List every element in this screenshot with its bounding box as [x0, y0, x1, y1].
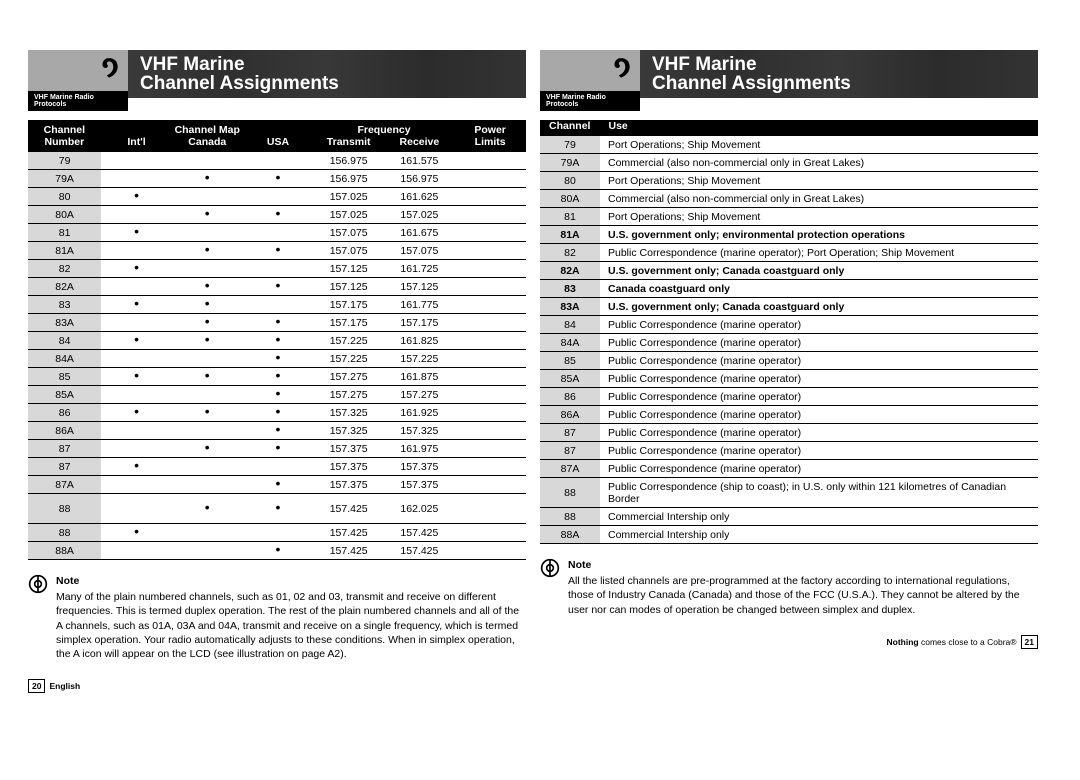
page-title: VHF Marine Channel Assignments — [140, 55, 339, 93]
table-row: 86Public Correspondence (marine operator… — [540, 388, 1038, 406]
table-row: 82AU.S. government only; Canada coastgua… — [540, 262, 1038, 280]
table-row: 81Port Operations; Ship Movement — [540, 208, 1038, 226]
channel-use-table: Channel Use 79Port Operations; Ship Move… — [540, 120, 1038, 544]
brand-logo-box: VHF Marine Radio Protocols — [540, 50, 640, 98]
table-row: 80ACommercial (also non-commercial only … — [540, 190, 1038, 208]
table-row: 87A•157.375157.375 — [28, 476, 526, 494]
channel-frequency-table: Channel Channel Map Frequency Power Numb… — [28, 120, 526, 560]
page-footer-right: Nothing comes close to a Cobra® 21 — [540, 635, 1038, 649]
table-row: 86•••157.325161.925 — [28, 404, 526, 422]
note-body: All the listed channels are pre-programm… — [568, 574, 1038, 617]
table-row: 88Commercial Intership only — [540, 508, 1038, 526]
page-footer-left: 20 English — [28, 679, 526, 693]
table-row: 79156.975161.575 — [28, 152, 526, 170]
table-row: 84A•157.225157.225 — [28, 350, 526, 368]
table-row: 81•157.075161.675 — [28, 224, 526, 242]
table-row: 82A••157.125157.125 — [28, 278, 526, 296]
cobra-snake-icon — [96, 56, 122, 82]
col-power: Power — [455, 120, 526, 136]
table-row: 81A••157.075157.075 — [28, 242, 526, 260]
table-row: 79A••156.975156.975 — [28, 170, 526, 188]
col-channel-map: Channel Map — [101, 120, 313, 136]
table-row: 85A•157.275157.275 — [28, 386, 526, 404]
table-row: 86A•157.325157.325 — [28, 422, 526, 440]
table-row: 82Public Correspondence (marine operator… — [540, 244, 1038, 262]
table-row: 81AU.S. government only; environmental p… — [540, 226, 1038, 244]
page-header: VHF Marine Radio Protocols VHF Marine Ch… — [540, 50, 1038, 98]
cobra-snake-icon — [608, 56, 634, 82]
col-use: Use — [600, 120, 1038, 136]
table-row: 87••157.375161.975 — [28, 440, 526, 458]
col-frequency: Frequency — [313, 120, 454, 136]
table-row: 82•157.125161.725 — [28, 260, 526, 278]
note-block: Note Many of the plain numbered channels… — [28, 574, 526, 661]
header-subtitle: VHF Marine Radio Protocols — [28, 91, 128, 111]
brand-logo-box: VHF Marine Radio Protocols — [28, 50, 128, 98]
table-row: 88Public Correspondence (ship to coast);… — [540, 478, 1038, 508]
page-number: 20 — [28, 679, 45, 693]
table-row: 80•157.025161.625 — [28, 188, 526, 206]
table-row: 88ACommercial Intership only — [540, 526, 1038, 544]
table-row: 85•••157.275161.875 — [28, 368, 526, 386]
col-channel: Channel — [540, 120, 600, 136]
header-subtitle: VHF Marine Radio Protocols — [540, 91, 640, 111]
table-row: 84APublic Correspondence (marine operato… — [540, 334, 1038, 352]
table-row: 83A••157.175157.175 — [28, 314, 526, 332]
right-page: VHF Marine Radio Protocols VHF Marine Ch… — [540, 50, 1038, 693]
note-title: Note — [56, 574, 526, 588]
page-title: VHF Marine Channel Assignments — [652, 55, 851, 93]
page-number: 21 — [1021, 635, 1038, 649]
table-row: 88•157.425157.425 — [28, 524, 526, 542]
table-row: 83AU.S. government only; Canada coastgua… — [540, 298, 1038, 316]
table-row: 88A•157.425157.425 — [28, 542, 526, 560]
col-channel: Channel — [28, 120, 101, 136]
table-row: 80Port Operations; Ship Movement — [540, 172, 1038, 190]
table-row: 88••157.425162.025 — [28, 494, 526, 524]
table-row: 87•157.375157.375 — [28, 458, 526, 476]
note-block: Note All the listed channels are pre-pro… — [540, 558, 1038, 617]
note-icon — [540, 558, 560, 578]
table-row: 87Public Correspondence (marine operator… — [540, 442, 1038, 460]
table-row: 83Canada coastguard only — [540, 280, 1038, 298]
table-row: 79ACommercial (also non-commercial only … — [540, 154, 1038, 172]
note-icon — [28, 574, 48, 594]
note-title: Note — [568, 558, 1038, 572]
table-row: 87Public Correspondence (marine operator… — [540, 424, 1038, 442]
table-row: 85Public Correspondence (marine operator… — [540, 352, 1038, 370]
table-row: 80A••157.025157.025 — [28, 206, 526, 224]
table-row: 84Public Correspondence (marine operator… — [540, 316, 1038, 334]
table-row: 79Port Operations; Ship Movement — [540, 136, 1038, 154]
table-row: 85APublic Correspondence (marine operato… — [540, 370, 1038, 388]
table-row: 86APublic Correspondence (marine operato… — [540, 406, 1038, 424]
table-row: 84•••157.225161.825 — [28, 332, 526, 350]
page-header: VHF Marine Radio Protocols VHF Marine Ch… — [28, 50, 526, 98]
left-page: VHF Marine Radio Protocols VHF Marine Ch… — [28, 50, 526, 693]
table-row: 87APublic Correspondence (marine operato… — [540, 460, 1038, 478]
note-body: Many of the plain numbered channels, suc… — [56, 590, 526, 661]
table-row: 83••157.175161.775 — [28, 296, 526, 314]
